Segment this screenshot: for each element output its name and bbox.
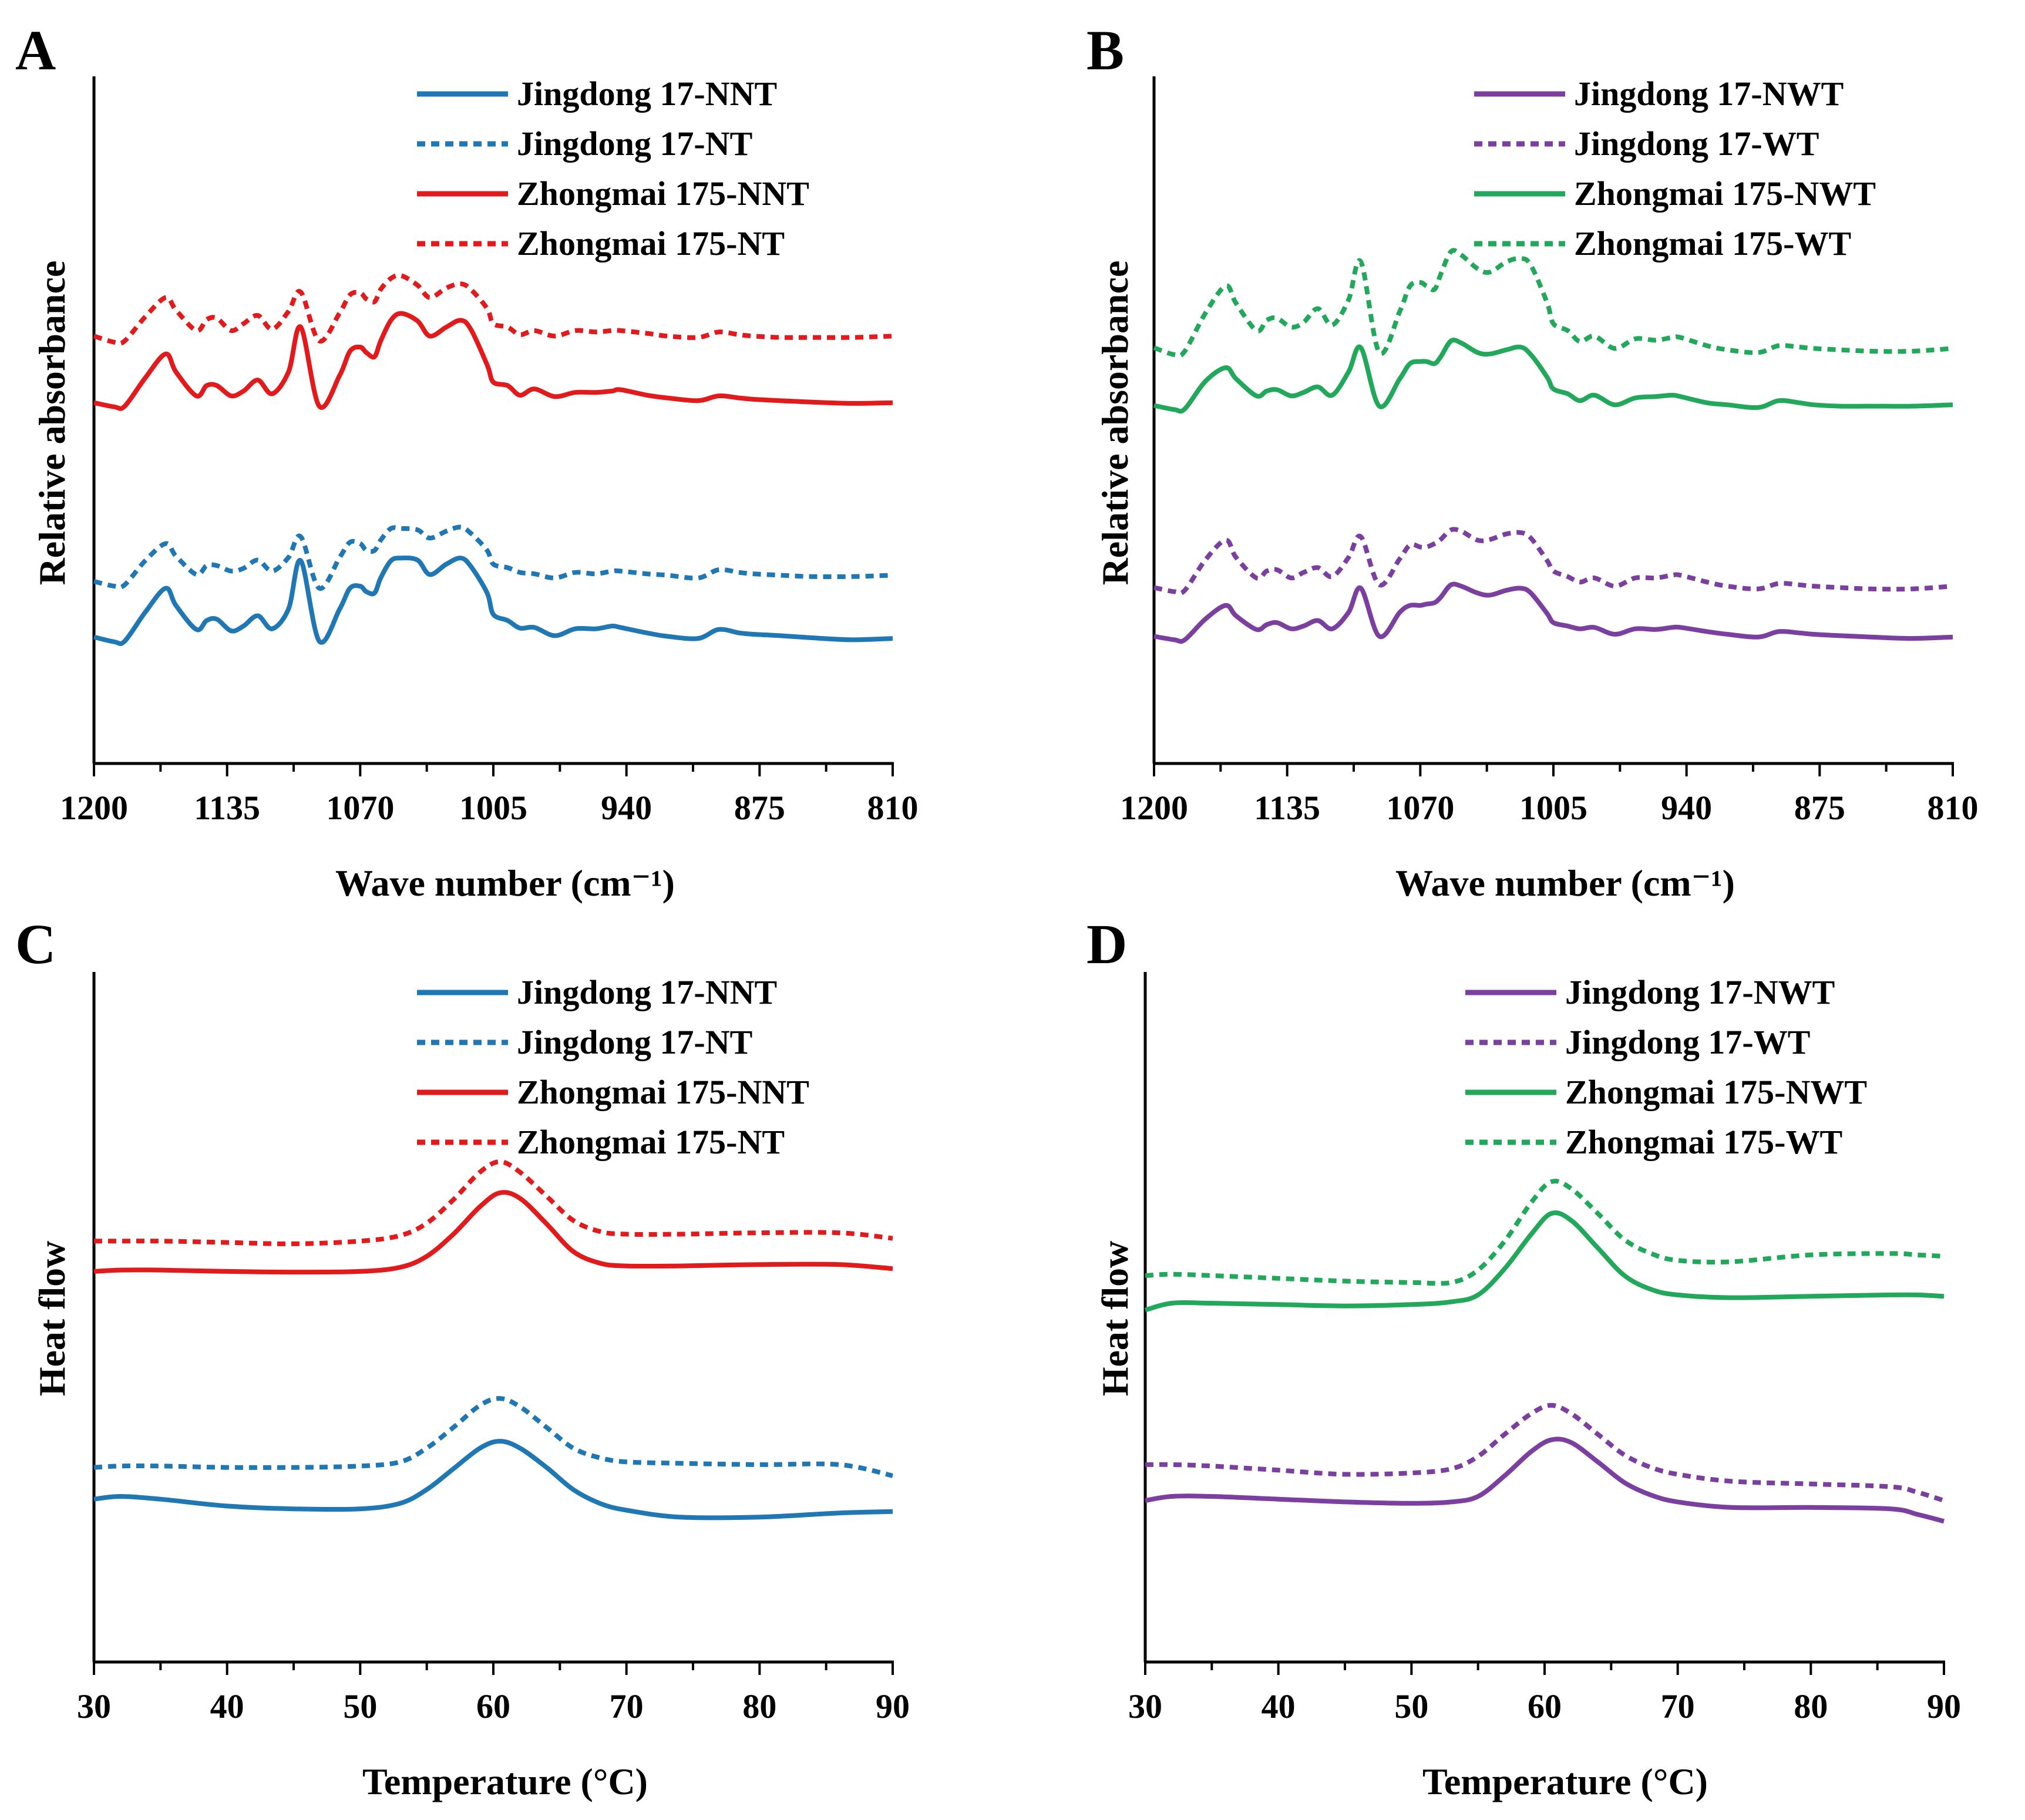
- panel-b-y-axis-title: Relative absorbance: [1094, 261, 1136, 586]
- panel-c-y-axis-title: Heat flow: [31, 1241, 73, 1397]
- panel-d-legend-label: Zhongmai 175-NWT: [1565, 1073, 1867, 1111]
- panel-d-letter: D: [1086, 913, 1127, 975]
- panel-a-letter: A: [15, 19, 56, 82]
- panel-c-legend-label: Jingdong 17-NNT: [517, 973, 777, 1011]
- panel-d-series-line-2: [1145, 1402, 1945, 1503]
- panel-a-x-tick-label: 1070: [326, 789, 394, 827]
- panel-d-x-tick-label: 70: [1661, 1687, 1695, 1725]
- panel-a-x-tick-label: 1200: [60, 789, 128, 827]
- panel-b-x-tick-label: 875: [1794, 789, 1845, 827]
- panel-a-series-line-4: [93, 273, 893, 346]
- panel-b-x-tick-label: 1005: [1519, 789, 1587, 827]
- panel-b-series-line-3: [1153, 337, 1953, 414]
- panel-a-x-axis-title: Wave number (cm⁻¹): [335, 862, 675, 904]
- panel-c: C Heat flow Temperature (°C) 30 40 50 60 70 8…: [15, 913, 910, 1802]
- panel-b-x-axis-title: Wave number (cm⁻¹): [1395, 862, 1735, 904]
- panel-b-legend-label: Zhongmai 175-NWT: [1574, 174, 1876, 213]
- panel-b-letter: B: [1086, 19, 1124, 82]
- panel-b-x-tick-label: 940: [1661, 789, 1712, 827]
- panel-d-x-tick-label: 30: [1128, 1687, 1162, 1725]
- panel-d-legend-label: Jingdong 17-NWT: [1565, 973, 1835, 1011]
- panel-b-legend-label: Jingdong 17-WT: [1574, 125, 1819, 163]
- panel-a-series-line-1: [93, 555, 893, 647]
- panel-b-x-tick-label: 810: [1928, 789, 1979, 827]
- panel-c-series-line-3: [93, 1190, 893, 1275]
- panel-c-x-tick-label: 50: [343, 1687, 377, 1725]
- panel-c-legend-label: Jingdong 17-NT: [517, 1023, 752, 1061]
- panel-d: D Heat flow Temperature (°C) 30 40 50 60 70 8…: [1086, 913, 1961, 1802]
- panel-a-y-axis-title: Relative absorbance: [31, 261, 73, 586]
- panel-c-x-tick-label: 60: [476, 1687, 510, 1725]
- panel-a: A Relative absorbance Wave number (cm⁻¹)…: [15, 19, 919, 904]
- panel-b-series-line-2: [1153, 527, 1953, 596]
- panel-a-legend-label: Jingdong 17-NT: [517, 125, 752, 163]
- panel-c-x-tick-label: 40: [210, 1687, 244, 1725]
- panel-d-x-tick-label: 80: [1794, 1687, 1828, 1725]
- panel-a-legend-label: Zhongmai 175-NT: [517, 224, 785, 263]
- panel-d-series-line-1: [1145, 1437, 1945, 1524]
- panel-b-legend-label: Jingdong 17-NWT: [1574, 75, 1844, 113]
- panel-d-legend-label: Zhongmai 175-WT: [1565, 1123, 1842, 1161]
- panel-c-letter: C: [15, 913, 56, 975]
- panel-d-legend-label: Jingdong 17-WT: [1565, 1023, 1810, 1061]
- panel-c-x-axis-title: Temperature (°C): [362, 1761, 648, 1802]
- panel-c-x-tick-label: 70: [610, 1687, 644, 1725]
- panel-b-x-tick-label: 1135: [1254, 789, 1320, 827]
- panel-c-legend-label: Zhongmai 175-NT: [517, 1123, 785, 1161]
- panel-c-x-tick-label: 30: [77, 1687, 111, 1725]
- panel-d-x-tick-label: 40: [1262, 1687, 1296, 1725]
- panel-a-x-tick-label: 940: [601, 789, 652, 827]
- panel-c-series-line-1: [93, 1439, 893, 1520]
- panel-a-x-tick-label: 810: [867, 789, 919, 827]
- panel-b-x-tick-label: 1070: [1386, 789, 1454, 827]
- panel-b: B Relative absorbance Wave number (cm⁻¹)…: [1086, 19, 1979, 904]
- panel-d-x-axis-title: Temperature (°C): [1422, 1761, 1708, 1802]
- panel-c-series-line-2: [93, 1396, 893, 1478]
- panel-a-legend-label: Zhongmai 175-NNT: [517, 174, 809, 213]
- panel-d-x-tick-label: 60: [1528, 1687, 1562, 1725]
- panel-a-legend-label: Jingdong 17-NNT: [517, 75, 777, 113]
- panel-c-legend-label: Zhongmai 175-NNT: [517, 1073, 809, 1111]
- panel-d-series-line-4: [1145, 1179, 1945, 1286]
- panel-a-x-tick-label: 875: [734, 789, 785, 827]
- panel-b-series-line-1: [1153, 581, 1953, 644]
- panel-b-x-tick-label: 1200: [1120, 789, 1188, 827]
- panel-d-y-axis-title: Heat flow: [1094, 1241, 1136, 1397]
- panel-d-series-line-3: [1144, 1210, 1945, 1313]
- panel-d-x-tick-label: 90: [1927, 1687, 1961, 1725]
- panel-d-x-tick-label: 50: [1394, 1687, 1428, 1725]
- panel-a-x-tick-label: 1005: [459, 789, 527, 827]
- panel-b-series-line-4: [1153, 248, 1953, 358]
- panel-b-legend-label: Zhongmai 175-WT: [1574, 224, 1851, 263]
- panel-a-x-tick-label: 1135: [194, 789, 260, 827]
- panel-a-series-line-3: [93, 311, 893, 411]
- panel-a-series-line-2: [93, 524, 893, 591]
- panel-c-x-tick-label: 80: [742, 1687, 776, 1725]
- panel-c-x-tick-label: 90: [876, 1687, 910, 1725]
- panel-c-series-line-4: [94, 1159, 893, 1246]
